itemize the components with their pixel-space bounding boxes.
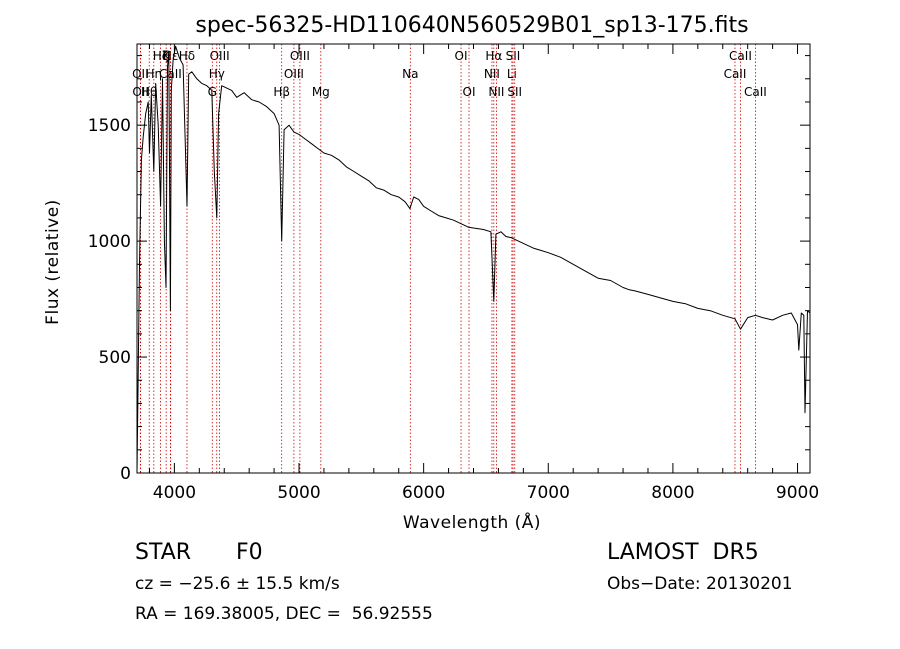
x-axis-ticks: 4000 5000 6000 7000 8000 9000	[148, 44, 819, 503]
marker-label-9: Hθ	[141, 85, 157, 99]
x-tick-label: 4000	[153, 483, 196, 503]
marker-label-8: OII	[132, 85, 149, 99]
observation-date: Obs−Date: 20130201	[607, 574, 793, 594]
marker-label-22: SII	[506, 49, 521, 63]
x-tick-label: 8000	[651, 483, 694, 503]
marker-label-18: OI	[463, 85, 476, 99]
marker-label-1: K	[162, 49, 171, 63]
marker-label-26: CaII	[724, 67, 747, 81]
marker-label-10: Hγ	[209, 67, 225, 81]
marker-label-0: Hδ	[179, 49, 195, 63]
y-tick-label: 1500	[88, 116, 131, 136]
marker-label-5: OII	[132, 67, 149, 81]
spectrum-line-0	[136, 45, 811, 474]
marker-label-14: OIII	[284, 67, 304, 81]
marker-label-27: CaII	[744, 85, 767, 99]
marker-label-4: OIII	[210, 49, 230, 63]
y-tick-label: 1000	[88, 232, 131, 252]
marker-label-19: Hα	[485, 49, 502, 63]
marker-label-17: OI	[455, 49, 468, 63]
redshift-velocity: cz = −25.6 ± 15.5 km/s	[135, 574, 340, 594]
y-tick-label: 500	[99, 348, 131, 368]
marker-label-15: Mg	[312, 85, 330, 99]
y-axis-ticks: 0 500 1000 1500	[88, 55, 810, 484]
y-tick-label: 0	[120, 464, 131, 484]
x-tick-label: 6000	[402, 483, 445, 503]
spectrum-series	[136, 45, 811, 474]
sky-coordinates: RA = 169.38005, DEC = 56.92555	[135, 604, 433, 624]
marker-label-16: Na	[402, 67, 418, 81]
object-class: STAR	[135, 540, 192, 565]
plot-frame	[136, 43, 811, 474]
marker-label-21: NII	[488, 85, 504, 99]
marker-label-13: OIII	[290, 49, 310, 63]
object-subclass: F0	[236, 540, 263, 565]
marker-label-7: CaII	[159, 67, 182, 81]
marker-label-20: NII	[484, 67, 500, 81]
marker-label-6: Hη	[146, 67, 163, 81]
x-axis-label: Wavelength (Å)	[403, 511, 541, 533]
survey-name: LAMOST DR5	[607, 540, 759, 565]
x-tick-label: 9000	[776, 483, 819, 503]
marker-label-25: CaII	[729, 49, 752, 63]
x-tick-label: 5000	[277, 483, 320, 503]
y-axis-label: Flux (relative)	[43, 199, 63, 325]
marker-label-23: Li	[507, 67, 517, 81]
marker-label-3: Hζ	[153, 49, 169, 63]
chart-title: spec-56325-HD110640N560529B01_sp13-175.f…	[195, 13, 748, 38]
marker-label-12: Hβ	[273, 85, 290, 99]
x-tick-label: 7000	[527, 483, 570, 503]
marker-label-24: SII	[507, 85, 522, 99]
